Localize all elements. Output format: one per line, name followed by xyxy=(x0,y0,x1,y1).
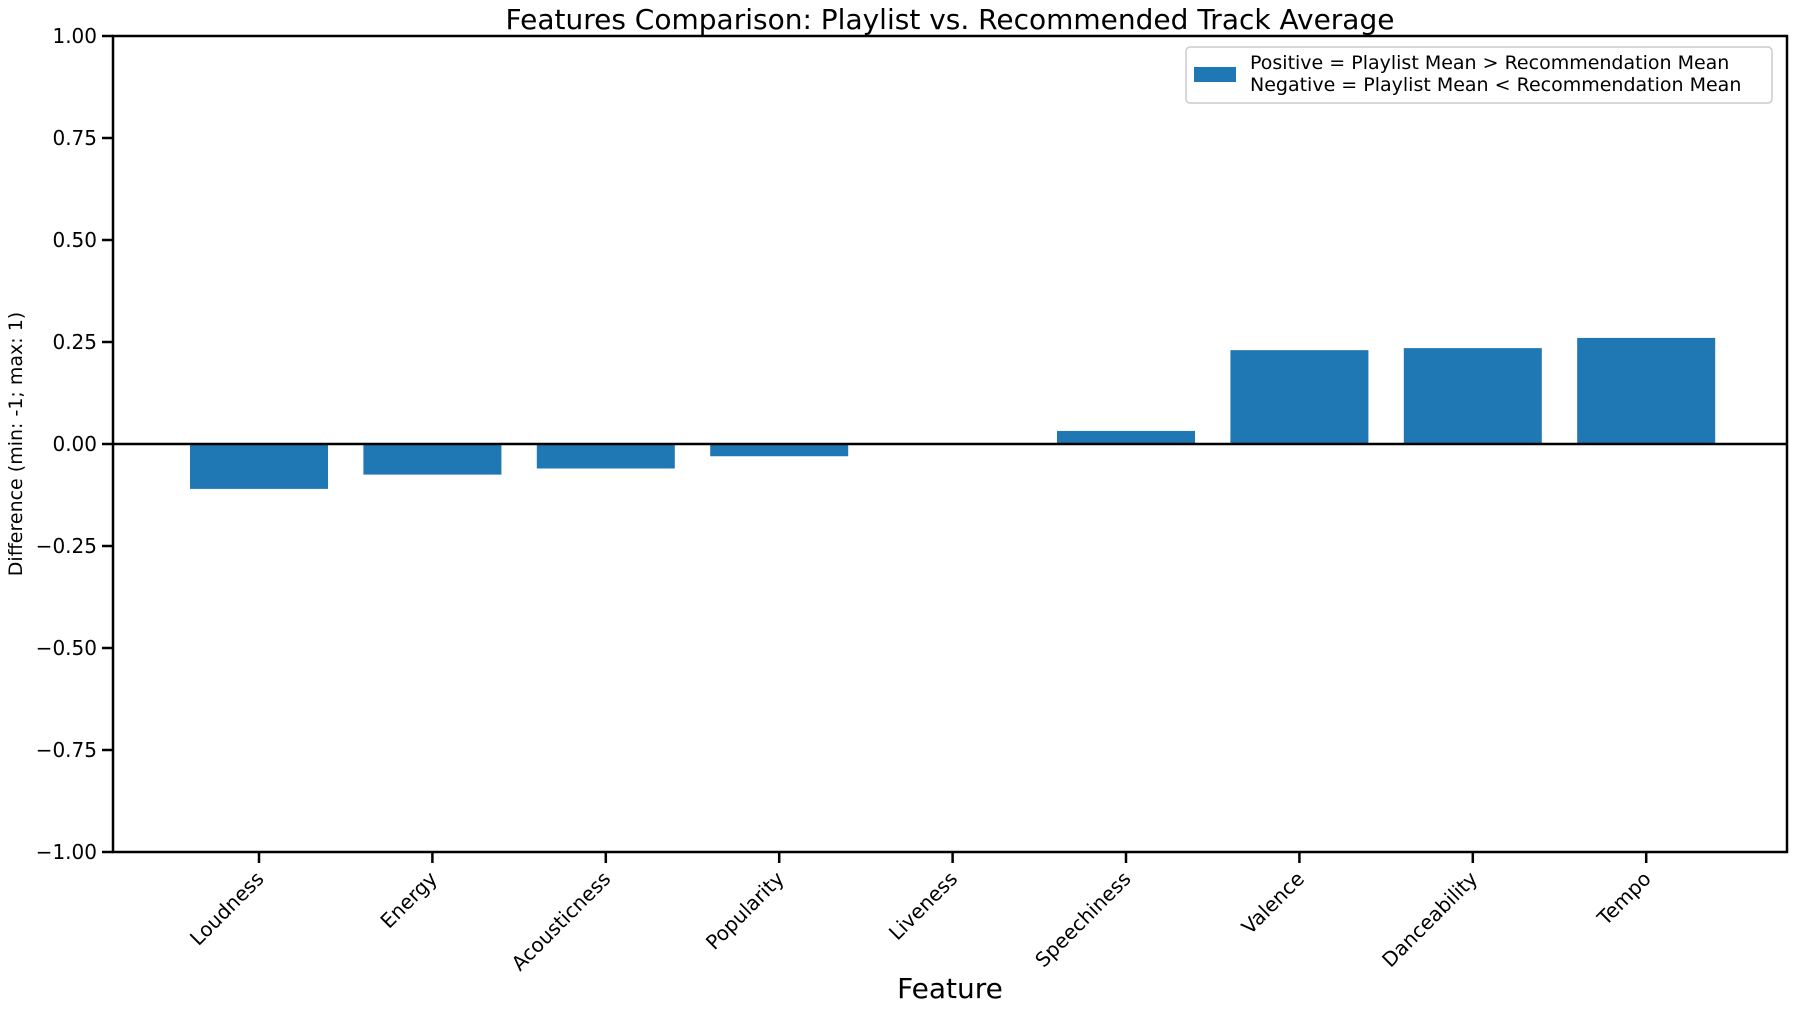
x-tick-label: Valence xyxy=(1237,867,1309,939)
bar-tempo xyxy=(1577,337,1716,444)
legend: Positive = Playlist Mean > Recommendatio… xyxy=(1185,46,1773,104)
y-tick-label: 0.25 xyxy=(52,330,97,354)
x-tick-label: Tempo xyxy=(1592,867,1656,931)
y-tick-label: 0.75 xyxy=(52,126,97,150)
bar-popularity xyxy=(710,444,849,457)
x-tick-label: Speechiness xyxy=(1030,867,1135,972)
y-tick-label: 0.50 xyxy=(52,228,97,252)
bar-loudness xyxy=(190,444,328,489)
x-tick-label: Liveness xyxy=(884,867,962,945)
bar-speechiness xyxy=(1057,430,1195,444)
x-axis-ticks: Loudness Energy Acousticness Popularity Live… xyxy=(185,852,1656,975)
y-tick-label: 0.00 xyxy=(52,432,97,456)
chart-title: Features Comparison: Playlist vs. Recomm… xyxy=(506,3,1395,36)
x-tick-label: Acousticness xyxy=(507,867,616,976)
bar-danceability xyxy=(1403,348,1542,444)
bars xyxy=(190,337,1716,489)
legend-swatch xyxy=(1194,67,1236,82)
y-tick-label: −0.50 xyxy=(36,636,97,660)
y-axis-label: Difference (min: -1; max: 1) xyxy=(5,312,27,576)
y-tick-label: −0.25 xyxy=(36,534,97,558)
x-tick-label: Energy xyxy=(375,866,442,933)
x-tick-label: Loudness xyxy=(185,867,269,951)
legend-line-1: Positive = Playlist Mean > Recommendatio… xyxy=(1250,52,1729,74)
y-axis-ticks: 1.00 0.75 0.50 0.25 0.00 −0.25 −0.50 −0.75 −1.00 xyxy=(36,24,113,864)
bar-acousticness xyxy=(536,444,675,469)
x-tick-label: Popularity xyxy=(701,866,789,954)
x-tick-label: Danceability xyxy=(1377,866,1482,971)
bar-energy xyxy=(363,444,502,475)
x-axis-label: Feature xyxy=(897,972,1003,1005)
y-tick-label: 1.00 xyxy=(52,24,97,48)
y-tick-label: −0.75 xyxy=(36,738,97,762)
legend-line-2: Negative = Playlist Mean < Recommendatio… xyxy=(1250,74,1741,96)
legend-frame xyxy=(1185,46,1773,104)
bar-valence xyxy=(1230,350,1369,444)
y-tick-label: −1.00 xyxy=(36,840,97,864)
